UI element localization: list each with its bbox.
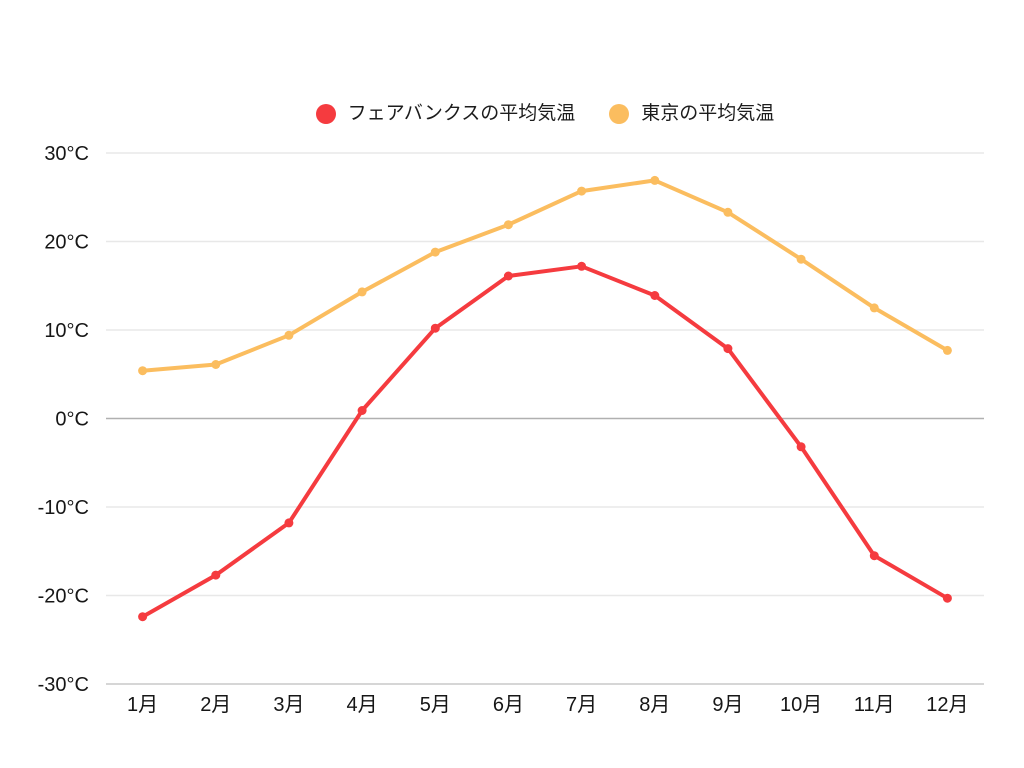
y-axis-labels: 30°C 20°C 10°C 0°C -10°C -20°C -30°C <box>38 143 89 696</box>
fairbanks-data-point <box>650 291 660 300</box>
x-tick-label: 4月 <box>347 694 378 716</box>
fairbanks-data-point <box>942 593 952 603</box>
x-tick-label: 2月 <box>200 694 231 716</box>
tokyo-data-point <box>357 287 367 297</box>
tokyo-data-point <box>869 303 879 313</box>
x-tick-label: 1月 <box>127 694 158 716</box>
y-tick-label: -20°C <box>38 586 89 608</box>
tokyo-data-point <box>430 247 440 257</box>
fairbanks-data-point <box>430 323 440 333</box>
tokyo-data-point <box>942 345 952 355</box>
fairbanks-line <box>140 264 950 619</box>
fairbanks-series-marker-icon <box>315 104 336 124</box>
tokyo-data-point <box>211 360 221 369</box>
fairbanks-data-point <box>284 518 294 528</box>
fairbanks-data-point <box>723 344 733 354</box>
fairbanks-data-point <box>357 406 367 415</box>
tokyo-series <box>138 175 952 376</box>
tokyo-data-point <box>796 254 806 264</box>
fairbanks-data-point <box>138 612 148 622</box>
tokyo-data-point <box>577 186 587 196</box>
gridlines <box>106 152 984 685</box>
fairbanks-series <box>138 261 952 622</box>
x-tick-label: 10月 <box>780 694 822 716</box>
x-tick-label: 12月 <box>926 694 968 716</box>
tokyo-series-marker-icon <box>609 104 630 124</box>
y-tick-label: 20°C <box>44 232 89 254</box>
y-tick-label: 0°C <box>55 409 89 431</box>
legend-label-fairbanks: フェアバンクスの平均気温 <box>347 103 576 124</box>
fairbanks-data-point <box>796 442 806 452</box>
y-tick-label: -10°C <box>38 497 89 519</box>
fairbanks-data-point <box>577 261 587 271</box>
x-tick-label: 9月 <box>712 694 743 716</box>
x-tick-label: 5月 <box>420 694 451 716</box>
tokyo-data-point <box>138 366 148 376</box>
tokyo-data-point <box>723 207 733 217</box>
x-tick-label: 11月 <box>854 694 895 716</box>
legend-item-fairbanks: フェアバンクスの平均気温 <box>315 101 576 127</box>
tokyo-data-point <box>650 175 660 185</box>
tokyo-data-point <box>284 330 294 340</box>
x-tick-label: 7月 <box>566 694 597 716</box>
legend-item-tokyo: 東京の平均気温 <box>609 101 774 127</box>
legend-label-tokyo: 東京の平均気温 <box>641 103 775 124</box>
tokyo-line <box>140 178 950 373</box>
y-tick-label: -30°C <box>38 674 89 696</box>
tokyo-data-point <box>503 220 513 230</box>
fairbanks-data-point <box>503 271 513 281</box>
x-tick-label: 8月 <box>639 694 670 716</box>
x-tick-label: 3月 <box>273 694 304 716</box>
y-tick-label: 10°C <box>44 320 89 342</box>
x-axis-labels: 1月 2月 3月 4月 5月 6月 7月 8月 9月 10月 11月 12月 <box>127 694 969 716</box>
fairbanks-data-point <box>211 570 221 580</box>
y-tick-label: 30°C <box>44 143 89 165</box>
chart-legend: フェアバンクスの平均気温 東京の平均気温 <box>106 101 984 127</box>
x-tick-label: 6月 <box>493 694 524 716</box>
fairbanks-data-point <box>869 551 879 561</box>
